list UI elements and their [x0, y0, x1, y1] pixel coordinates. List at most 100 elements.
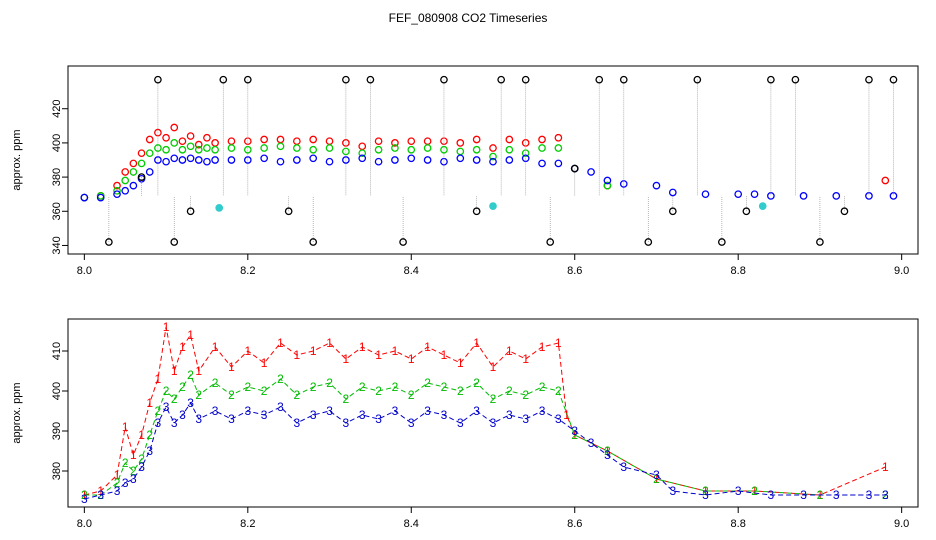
data-point — [194, 156, 203, 164]
data-point-label: 1 — [163, 320, 170, 334]
data-point-label: 2 — [555, 384, 562, 398]
data-point-label: 1 — [424, 340, 431, 354]
data-point — [750, 190, 759, 199]
data-point — [538, 144, 546, 152]
data-point-label: 3 — [114, 484, 121, 498]
data-point-label: 3 — [669, 484, 676, 498]
y-axis-label: approx. ppm — [11, 382, 23, 443]
data-point — [276, 157, 285, 166]
data-point-label: 2 — [187, 368, 194, 382]
data-point — [742, 207, 751, 216]
y-tick-label: 340 — [51, 236, 63, 254]
data-point-label: 1 — [571, 428, 578, 442]
data-point-label: 2 — [146, 428, 153, 442]
data-point-label: 2 — [326, 376, 333, 390]
data-point-label: 1 — [563, 408, 570, 422]
data-point — [840, 207, 849, 216]
data-point-label: 3 — [571, 424, 578, 438]
data-point-label: 3 — [146, 444, 153, 458]
data-point — [668, 207, 677, 216]
data-point-label: 1 — [392, 344, 399, 358]
data-point-label: 3 — [359, 408, 366, 422]
data-point-label: 2 — [522, 388, 529, 402]
data-point-label: 3 — [122, 476, 129, 490]
x-tick-label: 9.0 — [894, 518, 909, 530]
data-point — [472, 156, 481, 164]
data-point-label: 3 — [424, 404, 431, 418]
data-point-label: 2 — [375, 384, 382, 398]
data-point — [129, 168, 138, 176]
series-line — [84, 326, 886, 496]
data-point-label: 1 — [457, 356, 464, 370]
x-tick-label: 8.0 — [77, 265, 92, 277]
data-point — [203, 133, 211, 142]
data-point-label: 3 — [244, 404, 251, 418]
data-point — [113, 181, 121, 190]
data-point-label: 3 — [97, 488, 104, 502]
data-point — [546, 238, 555, 246]
data-point — [178, 156, 187, 164]
data-point-label: 1 — [539, 340, 546, 354]
data-point — [309, 154, 318, 163]
data-point-label: 3 — [212, 404, 219, 418]
data-point — [701, 190, 710, 199]
data-point-label: 1 — [441, 348, 448, 362]
data-point — [758, 202, 767, 210]
data-point-label: 3 — [882, 488, 889, 502]
data-point — [358, 154, 367, 163]
data-point-label: 1 — [375, 348, 382, 362]
data-point — [423, 156, 432, 164]
data-point-label: 2 — [702, 484, 709, 498]
data-point-label: 1 — [408, 352, 415, 366]
data-point-label: 2 — [195, 388, 202, 402]
data-point-label: 2 — [310, 380, 317, 394]
data-point — [767, 75, 775, 84]
data-point-label: 1 — [179, 340, 186, 354]
data-point-label: 1 — [171, 364, 178, 378]
data-point — [881, 176, 890, 185]
data-point — [440, 75, 448, 84]
data-point — [391, 139, 399, 147]
data-point-label: 3 — [408, 416, 415, 430]
data-point-label: 3 — [653, 468, 660, 482]
data-point-label: 2 — [294, 388, 301, 402]
data-point-label: 2 — [882, 488, 889, 502]
data-point — [619, 180, 628, 188]
data-point — [162, 145, 170, 154]
data-point — [170, 154, 179, 163]
data-point — [243, 75, 252, 84]
data-point-label: 1 — [244, 344, 251, 358]
data-point-label: 3 — [588, 436, 595, 450]
data-point — [399, 238, 407, 246]
data-point-label: 2 — [457, 384, 464, 398]
data-point-label: 3 — [195, 412, 202, 426]
data-point-label: 3 — [833, 488, 840, 502]
data-point — [178, 145, 187, 154]
data-point — [554, 133, 563, 142]
y-tick-label: 400 — [51, 134, 63, 152]
data-point-label: 2 — [163, 384, 170, 398]
data-point-label: 2 — [155, 404, 162, 418]
data-point-label: 1 — [212, 340, 219, 354]
data-point-label: 3 — [735, 484, 742, 498]
data-point-label: 1 — [343, 352, 350, 366]
data-point — [145, 135, 154, 144]
data-point-label: 3 — [261, 408, 268, 422]
data-point-label: 1 — [114, 468, 121, 482]
data-point-label: 1 — [122, 420, 129, 434]
data-point — [889, 192, 898, 200]
data-point — [521, 75, 530, 84]
data-point-label: 3 — [473, 404, 480, 418]
data-point — [391, 156, 399, 164]
data-point-label: 1 — [490, 360, 497, 374]
data-point-label: 1 — [228, 360, 235, 374]
data-point — [309, 135, 318, 144]
series-line — [84, 373, 886, 496]
data-point — [154, 144, 162, 152]
data-point-label: 1 — [155, 372, 162, 386]
data-point — [366, 75, 375, 84]
data-point — [832, 192, 841, 200]
x-tick-label: 8.4 — [404, 265, 419, 277]
